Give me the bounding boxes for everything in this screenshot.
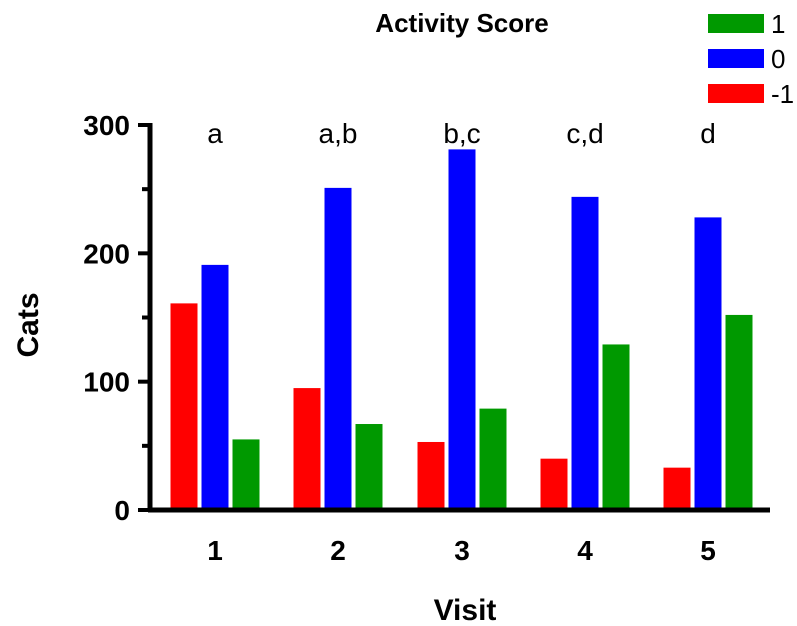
legend-label-2: -1	[771, 79, 794, 109]
y-tick-label-0: 0	[114, 495, 130, 526]
bar-series-2-visit-4	[602, 344, 630, 510]
bar-series-0-visit-3	[417, 441, 445, 510]
y-axis-label: Cats	[12, 292, 45, 357]
legend-title: Activity Score	[375, 8, 548, 38]
annotation-visit-4: c,d	[566, 118, 603, 149]
axes-group: 0 100 200 300 1 2 3 4 5	[83, 110, 770, 566]
bar-series-0-visit-4	[540, 458, 568, 510]
bar-series-0-visit-5	[663, 467, 691, 510]
legend-swatch-0	[708, 14, 764, 33]
bar-series-0-visit-2	[293, 388, 321, 510]
x-tick-label-1: 1	[207, 535, 223, 566]
x-tick-label-5: 5	[700, 535, 716, 566]
y-tick-label-300: 300	[83, 110, 130, 141]
bar-series-2-visit-3	[479, 408, 507, 510]
annotation-visit-1: a	[207, 118, 223, 149]
bar-series-1-visit-2	[324, 187, 352, 510]
annotation-visit-5: d	[700, 118, 716, 149]
bar-series-2-visit-1	[232, 439, 260, 510]
bar-series-1-visit-1	[201, 264, 229, 510]
bar-series-0-visit-1	[170, 303, 198, 510]
x-tick-label-4: 4	[577, 535, 593, 566]
legend-label-0: 1	[771, 9, 785, 39]
x-tick-label-3: 3	[454, 535, 470, 566]
y-tick-label-200: 200	[83, 238, 130, 269]
legend-swatch-2	[708, 84, 764, 103]
bar-series-1-visit-3	[448, 149, 476, 510]
legend: 1 0 -1	[708, 9, 794, 109]
bars-group	[170, 149, 753, 510]
legend-label-1: 0	[771, 44, 785, 74]
bar-series-1-visit-5	[694, 217, 722, 510]
y-tick-label-100: 100	[83, 367, 130, 398]
bar-series-2-visit-2	[355, 424, 383, 510]
annotations-group: a a,b b,c c,d d	[207, 118, 716, 149]
legend-swatch-1	[708, 49, 764, 68]
annotation-visit-2: a,b	[319, 118, 358, 149]
x-axis-label: Visit	[434, 594, 497, 626]
annotation-visit-3: b,c	[443, 118, 480, 149]
bar-series-1-visit-4	[571, 196, 599, 510]
bar-series-2-visit-5	[725, 314, 753, 510]
x-tick-label-2: 2	[330, 535, 346, 566]
